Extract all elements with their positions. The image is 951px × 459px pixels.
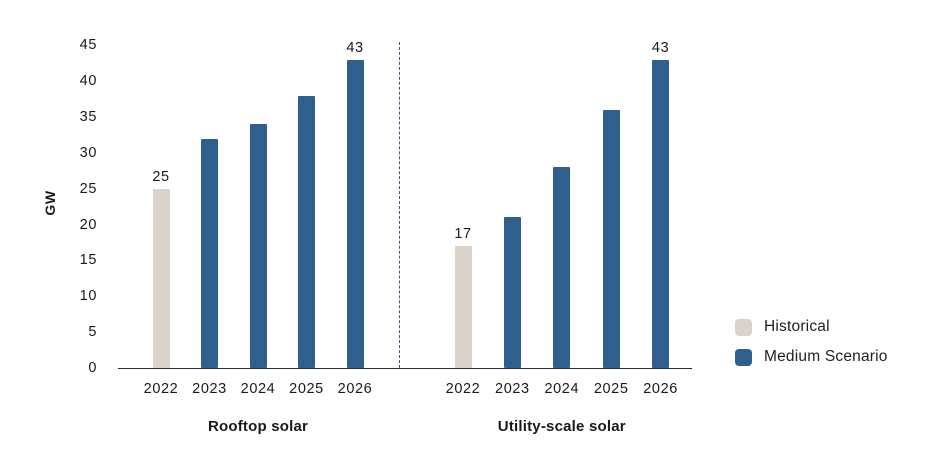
x-tick-label: 2023 xyxy=(495,381,530,397)
x-tick-label: 2022 xyxy=(445,381,481,397)
y-tick-label: 10 xyxy=(79,288,97,305)
x-tick-label: 2026 xyxy=(643,381,678,397)
y-tick-label: 45 xyxy=(79,37,97,54)
bar-utility-scale-solar-2026 xyxy=(652,59,670,368)
x-axis-line xyxy=(118,368,692,369)
x-tick-label: 2024 xyxy=(544,381,580,397)
bar-value-label: 43 xyxy=(346,39,364,56)
y-tick-label: 25 xyxy=(79,180,97,197)
bar-rooftop-solar-2026 xyxy=(346,59,364,368)
bar-utility-scale-solar-2023 xyxy=(503,217,521,368)
legend-item-label: Medium Scenario xyxy=(764,348,888,365)
bar-utility-scale-solar-2025 xyxy=(602,109,620,368)
legend-item-medium-scenario: Medium Scenario xyxy=(735,342,888,372)
bar-rooftop-solar-2022 xyxy=(152,188,170,368)
y-tick-label: 35 xyxy=(79,109,97,126)
y-tick-label: 5 xyxy=(88,324,97,341)
bar-value-label: 25 xyxy=(152,168,170,185)
x-tick-label: 2023 xyxy=(192,381,227,397)
y-tick-label: 20 xyxy=(79,216,97,233)
bar-rooftop-solar-2025 xyxy=(298,95,315,368)
legend: Historical Medium Scenario xyxy=(735,312,888,372)
bar-utility-scale-solar-2024 xyxy=(553,167,571,368)
y-tick-label: 30 xyxy=(79,144,97,161)
bar-value-label: 17 xyxy=(454,226,472,243)
y-tick-label: 15 xyxy=(79,252,97,269)
x-tick-label: 2022 xyxy=(143,381,179,397)
y-tick-label: 0 xyxy=(88,360,97,376)
x-tick-label: 2025 xyxy=(593,381,629,397)
group-label-rooftop-solar: Rooftop solar xyxy=(207,418,309,435)
x-tick-label: 2026 xyxy=(337,381,373,397)
x-tick-label: 2024 xyxy=(240,381,276,397)
legend-item-label: Historical xyxy=(764,318,830,335)
legend-color-swatch xyxy=(735,318,752,336)
group-label-utility-scale-solar: Utility-scale solar xyxy=(497,418,626,435)
bar-rooftop-solar-2023 xyxy=(201,138,218,368)
legend-item-historical: Historical xyxy=(735,312,888,342)
y-tick-label: 40 xyxy=(79,73,97,90)
bar-rooftop-solar-2024 xyxy=(249,124,267,368)
legend-color-swatch xyxy=(735,348,752,366)
group-divider-line xyxy=(399,42,400,368)
bar-utility-scale-solar-2022 xyxy=(454,246,472,368)
bar-value-label: 43 xyxy=(651,39,670,56)
x-tick-label: 2025 xyxy=(289,381,324,397)
